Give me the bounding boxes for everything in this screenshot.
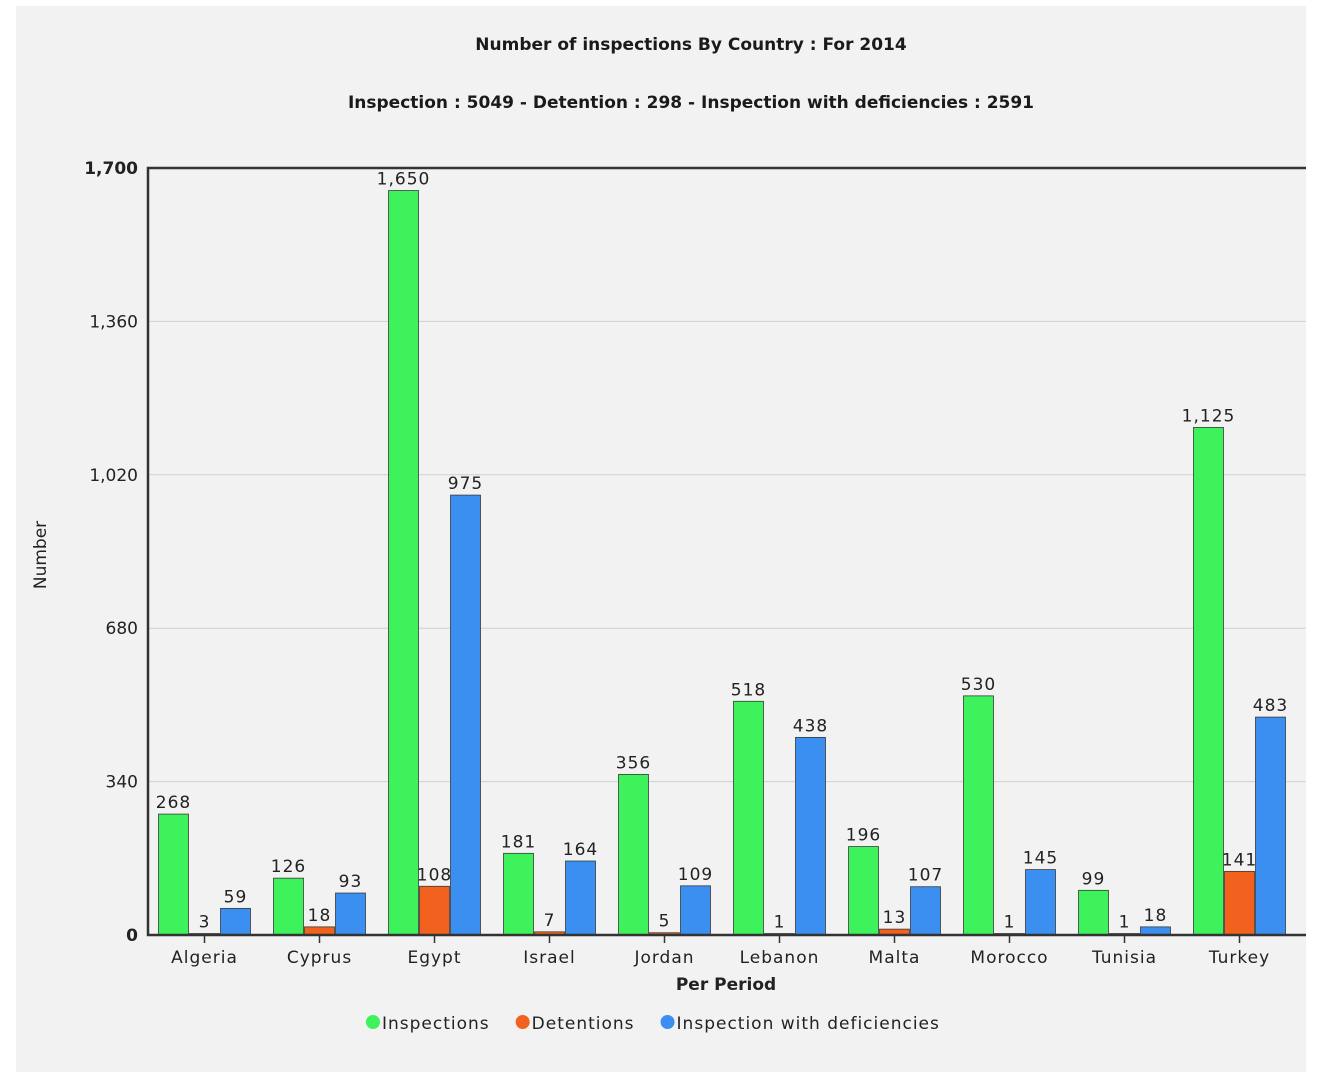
- data-labels: 26835912618931,6501089751817164356510951…: [156, 170, 1288, 933]
- y-tick-label: 1,360: [89, 312, 138, 332]
- data-label: 518: [731, 680, 766, 700]
- x-tick-label: Egypt: [407, 948, 461, 968]
- bar-inspections-lebanon[interactable]: [733, 700, 764, 936]
- data-label: 530: [961, 675, 996, 695]
- data-label: 3: [199, 913, 211, 933]
- legend-item-inspection-with-deficiencies[interactable]: Inspection with deficiencies: [660, 1014, 940, 1034]
- x-tick-label: Morocco: [970, 948, 1048, 968]
- bar-chart: Number of inspections By Country : For 2…: [31, 35, 1306, 1034]
- x-tick-label: Turkey: [1208, 948, 1270, 968]
- bar-inspection-with-deficiencies-algeria[interactable]: [220, 907, 251, 936]
- data-label: 93: [339, 872, 363, 892]
- data-label: 107: [908, 866, 943, 886]
- data-label: 181: [501, 832, 536, 852]
- bar-inspection-with-deficiencies-cyprus[interactable]: [335, 892, 366, 936]
- bar-inspections-algeria[interactable]: [158, 813, 189, 936]
- legend-marker: [515, 1015, 530, 1029]
- x-axis-title: Per Period: [676, 975, 776, 995]
- data-label: 13: [883, 908, 907, 928]
- x-tick-label: Tunisia: [1091, 948, 1157, 968]
- bar-inspection-with-deficiencies-israel[interactable]: [565, 860, 596, 936]
- data-label: 1,125: [1182, 406, 1236, 426]
- data-label: 108: [417, 865, 452, 885]
- data-label: 18: [1144, 906, 1168, 926]
- bar-inspections-tunisia[interactable]: [1078, 889, 1109, 936]
- data-label: 438: [793, 716, 828, 736]
- legend-marker: [366, 1015, 380, 1029]
- y-tick-label: 340: [106, 773, 138, 793]
- y-axis-ticks: 0 340 680 1,020 1,360 1,700: [84, 159, 138, 946]
- legend-label: Detentions: [532, 1014, 635, 1034]
- chart-panel: Number of inspections By Country : For 2…: [16, 6, 1306, 1072]
- data-label: 7: [544, 911, 556, 931]
- bar-detentions-turkey[interactable]: [1224, 870, 1255, 936]
- data-label: 99: [1082, 869, 1106, 889]
- bar-inspection-with-deficiencies-jordan[interactable]: [680, 885, 711, 936]
- data-label: 141: [1222, 850, 1257, 870]
- bar-detentions-egypt[interactable]: [419, 885, 450, 936]
- y-axis-title: Number: [31, 521, 51, 589]
- x-tick-label: Algeria: [171, 948, 238, 968]
- data-label: 126: [271, 857, 306, 877]
- data-label: 1,650: [377, 170, 431, 190]
- bar-inspections-morocco[interactable]: [963, 695, 994, 936]
- chart-title: Number of inspections By Country : For 2…: [475, 35, 907, 55]
- legend-label: Inspections: [382, 1014, 490, 1034]
- y-tick-label: 1,700: [84, 159, 138, 179]
- data-label: 975: [448, 474, 483, 494]
- bar-inspection-with-deficiencies-lebanon[interactable]: [795, 736, 826, 936]
- x-tick-label: Israel: [523, 948, 575, 968]
- chart-subtitle: Inspection : 5049 - Detention : 298 - In…: [348, 93, 1034, 113]
- x-tick-label: Malta: [869, 948, 921, 968]
- x-tick-label: Cyprus: [287, 948, 352, 968]
- data-label: 1: [774, 913, 786, 933]
- bar-inspections-turkey[interactable]: [1193, 427, 1224, 936]
- x-axis-ticks: Algeria Cyprus Egypt Israel Jordan Lebanon Mal…: [171, 935, 1270, 968]
- gridlines: [148, 320, 1306, 783]
- bar-inspections-egypt[interactable]: [388, 190, 419, 936]
- y-tick-label: 1,020: [89, 466, 138, 486]
- data-label: 18: [308, 906, 332, 926]
- x-tick-label: Lebanon: [740, 948, 820, 968]
- data-label: 164: [563, 840, 598, 860]
- data-label: 109: [678, 865, 713, 885]
- plot-area-frame: [146, 166, 1306, 937]
- data-label: 483: [1253, 696, 1288, 716]
- data-label: 59: [224, 887, 248, 907]
- legend-marker: [660, 1015, 675, 1029]
- legend-item-inspections[interactable]: Inspections: [366, 1014, 490, 1034]
- legend-label: Inspection with deficiencies: [677, 1014, 940, 1034]
- data-label: 356: [616, 753, 651, 773]
- data-label: 268: [156, 793, 191, 813]
- legend[interactable]: Inspections Detentions Inspection with def…: [366, 1014, 940, 1034]
- data-label: 196: [846, 826, 881, 846]
- bar-inspection-with-deficiencies-egypt[interactable]: [450, 494, 481, 936]
- data-label: 1: [1004, 913, 1016, 933]
- y-tick-label: 680: [106, 619, 138, 639]
- data-label: 145: [1023, 849, 1058, 869]
- bars: [158, 190, 1286, 936]
- data-label: 5: [659, 912, 671, 932]
- bar-inspections-jordan[interactable]: [618, 773, 649, 936]
- x-tick-label: Jordan: [633, 948, 694, 968]
- bar-inspection-with-deficiencies-malta[interactable]: [910, 886, 941, 936]
- legend-item-detentions[interactable]: Detentions: [515, 1014, 635, 1034]
- bar-inspection-with-deficiencies-morocco[interactable]: [1025, 869, 1056, 936]
- bar-inspections-israel[interactable]: [503, 852, 534, 936]
- y-tick-label: 0: [126, 926, 138, 946]
- bar-inspections-cyprus[interactable]: [273, 877, 304, 936]
- bar-inspection-with-deficiencies-turkey[interactable]: [1255, 716, 1286, 936]
- bar-inspections-malta[interactable]: [848, 846, 879, 936]
- data-label: 1: [1119, 913, 1131, 933]
